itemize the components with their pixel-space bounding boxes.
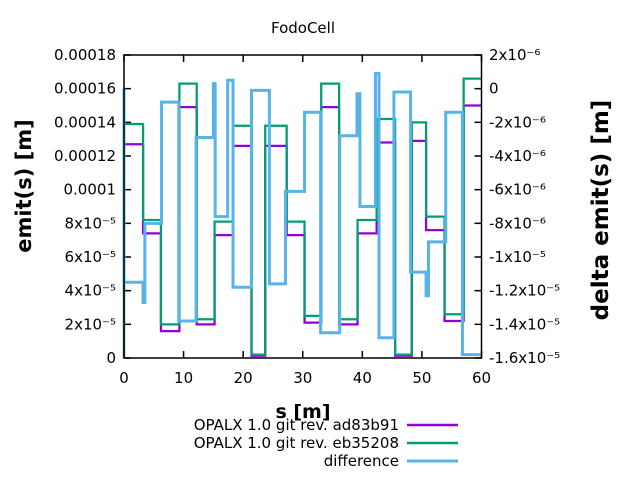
y-right-tick-label: -6x10⁻⁶ [489,181,546,199]
legend-item: difference [324,452,458,470]
y-right-tick-label: -1.4x10⁻⁵ [489,315,560,333]
y-right-tick-label: 2x10⁻⁶ [489,46,540,64]
y-left-tick-label: 0 [106,349,116,367]
legend-item: OPALX 1.0 git rev. eb35208 [194,434,458,452]
y-right-tick-label: -4x10⁻⁶ [489,147,546,165]
y-right-tick-label: -8x10⁻⁶ [489,214,546,232]
x-tick-label: 60 [472,369,491,387]
legend-label: OPALX 1.0 git rev. ad83b91 [194,416,399,434]
x-axis-label: s [m] [275,401,330,423]
y-left-tick-label: 8x10⁻⁵ [65,214,116,232]
y-right-tick-label: -1.6x10⁻⁵ [489,349,560,367]
legend: OPALX 1.0 git rev. ad83b91 OPALX 1.0 git… [194,416,458,470]
x-tick-label: 40 [353,369,372,387]
plot-area: 0 10 20 30 40 50 60 0 2x10⁻⁵ 4x10⁻⁵ 6x10⁻⁵ 8x10⁻⁵ 0.… [54,46,560,387]
x-tick-label: 10 [174,369,193,387]
x-tick-label: 30 [293,369,312,387]
x-tick-label: 0 [119,369,129,387]
y-left-tick-label: 0.0001 [64,181,117,199]
series-line-2 [122,72,482,357]
legend-label: difference [324,452,399,470]
chart-title: FodoCell [271,19,335,37]
y-left-tick-label: 0.00012 [54,147,116,165]
y-axis-label-left: emit(s) [m] [12,119,36,252]
y-left-tick-label: 2x10⁻⁵ [65,315,116,333]
y-right-tick-label: 0 [489,80,499,98]
y-axis-label-right: delta emit(s) [m] [588,100,614,321]
y-left-tick-label: 0.00018 [54,46,116,64]
y-right-tick-label: -1.2x10⁻⁵ [489,282,560,300]
y-right-tick-label: -1x10⁻⁵ [489,248,546,266]
legend-item: OPALX 1.0 git rev. ad83b91 [194,416,458,434]
x-tick-label: 20 [234,369,253,387]
y-left-tick-label: 0.00016 [54,80,116,98]
y-left-tick-label: 6x10⁻⁵ [65,248,116,266]
y-left-tick-label: 4x10⁻⁵ [65,282,116,300]
legend-label: OPALX 1.0 git rev. eb35208 [194,434,399,452]
y-left-tick-label: 0.00014 [54,113,116,131]
y-right-tick-label: -2x10⁻⁶ [489,113,546,131]
plot-border [123,54,483,359]
x-tick-label: 50 [412,369,431,387]
